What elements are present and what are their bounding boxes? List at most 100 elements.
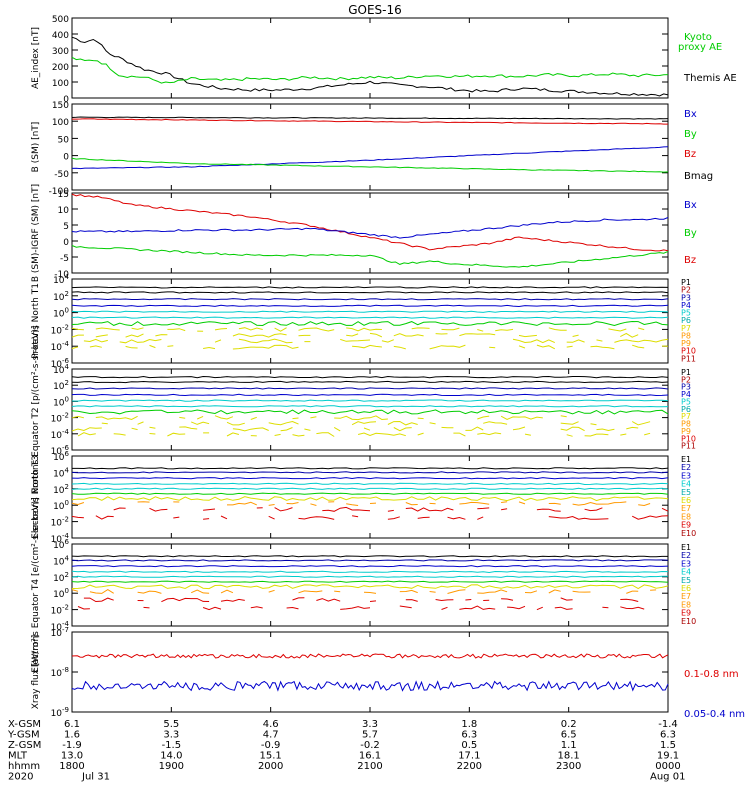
footer-value-0-2: -1.9: [62, 740, 82, 751]
level-line-5-1: [71, 471, 669, 474]
footer-value-6-4: 0000: [655, 761, 680, 772]
legend-E3-6: E3: [681, 559, 691, 568]
level-line-4-0: [71, 375, 669, 379]
legend-By-resid: By: [684, 228, 697, 239]
footer-value-2-3: 15.1: [260, 751, 282, 762]
level-line-5-6: [71, 496, 669, 502]
series-line-1-By: [71, 157, 669, 173]
level-line-3-7: [72, 328, 668, 332]
series-line-2-Bx: [71, 217, 669, 239]
legend-E1-5: E1: [681, 455, 691, 464]
level-line-3-3: [71, 304, 669, 308]
legend-Bmag: Bmag: [684, 171, 713, 182]
legend-P5-3: P5: [681, 309, 691, 318]
y-tick-label-3-5: 10-6: [51, 357, 70, 370]
level-line-6-9: [78, 606, 668, 610]
series-line-2-Bz: [71, 193, 669, 252]
level-line-6-8: [84, 598, 668, 602]
footer-row-label-0: X-GSM: [8, 719, 41, 730]
y-tick-label-2-1: 10: [58, 206, 70, 216]
legend-P7-4: P7: [681, 412, 691, 421]
series-line-1-Bz: [72, 118, 668, 125]
y-tick-label-5-1: 104: [53, 466, 69, 479]
footer-value-3-2: -0.2: [360, 740, 380, 751]
y-tick-label-6-5: 10-4: [51, 620, 70, 633]
y-tick-label-3-4: 10-4: [51, 340, 70, 353]
level-line-5-9: [71, 515, 669, 520]
footer-value-2-0: 4.6: [263, 719, 279, 730]
level-line-3-0: [71, 286, 669, 289]
legend-kyoto: Kyoto: [684, 32, 712, 43]
y-tick-label-7-2: 10-9: [51, 706, 69, 719]
y-tick-label-0-2: 300: [52, 47, 69, 57]
legend-E2-6: E2: [681, 551, 691, 560]
legend-P9-4: P9: [681, 427, 691, 436]
footer-value-3-4: 2100: [357, 761, 382, 772]
y-axis-label-1: B (SM) [nT]: [31, 122, 41, 173]
y-axis-label-7: Xray flux [W/m²]: [31, 635, 41, 709]
y-axis-label-3: Protons North T1: [31, 283, 41, 359]
y-tick-label-7-1: 10-8: [51, 666, 69, 679]
footer-row-label-3: MLT: [8, 751, 28, 762]
level-line-6-0: [71, 555, 668, 558]
level-line-4-10: [78, 433, 668, 437]
legend-Bx-resid: Bx: [684, 200, 697, 211]
legend-E4-6: E4: [681, 568, 691, 577]
panel-frame-3: [71, 278, 669, 364]
footer-value-0-5: Jul 31: [81, 772, 110, 783]
level-line-4-8: [102, 422, 668, 425]
level-line-3-10: [71, 344, 669, 350]
legend-E4-5: E4: [681, 480, 691, 489]
legend-E1-6: E1: [681, 543, 691, 552]
legend-E6-6: E6: [681, 584, 691, 593]
legend-P1-3: P1: [681, 278, 691, 287]
footer-value-2-1: 4.7: [263, 730, 279, 741]
level-line-5-7: [72, 502, 668, 506]
footer-row-label-1: Y-GSM: [7, 730, 40, 741]
y-axis-label-4: Protons Equator T2 [p/(cm²-s-sr-keV)]: [31, 326, 41, 494]
legend-E3-5: E3: [681, 471, 691, 480]
legend-E8-6: E8: [681, 600, 691, 609]
series-line-1-Bx: [71, 146, 669, 170]
y-tick-label-4-3: 10-2: [51, 412, 69, 425]
level-line-6-7: [72, 590, 668, 594]
legend-P4-4: P4: [681, 390, 691, 399]
level-line-5-4: [71, 487, 669, 490]
legend-E10-5: E10: [681, 529, 696, 538]
legend-P2-3: P2: [681, 286, 691, 295]
y-tick-label-0-3: 200: [52, 63, 69, 73]
footer-value-0-1: 1.6: [64, 730, 80, 741]
y-tick-label-0-4: 100: [52, 79, 69, 89]
legend-xray-short: 0.05-0.4 nm: [684, 709, 745, 720]
level-line-3-1: [71, 291, 669, 294]
y-tick-label-6-0: 106: [53, 538, 69, 551]
xray-line-1: [71, 680, 669, 692]
level-line-5-0: [72, 467, 669, 470]
legend-E2-5: E2: [681, 463, 691, 472]
y-tick-label-1-0: 150: [52, 101, 69, 111]
legend-E8-5: E8: [681, 512, 691, 521]
level-line-6-4: [71, 575, 669, 578]
y-tick-label-1-5: -100: [49, 187, 70, 197]
level-line-5-8: [113, 506, 669, 512]
footer-value-6-0: -1.4: [658, 719, 678, 730]
y-tick-label-2-2: 5: [63, 222, 69, 232]
legend-P3-4: P3: [681, 383, 691, 392]
y-tick-label-7-0: 10-7: [51, 626, 69, 639]
legend-P5-4: P5: [681, 397, 691, 406]
footer-value-0-0: 6.1: [64, 719, 80, 730]
legend-P11-3: P11: [681, 354, 696, 363]
y-tick-label-2-4: -5: [60, 254, 69, 264]
panel-frame-4: [71, 368, 669, 451]
y-tick-label-3-2: 100: [53, 307, 69, 320]
legend-P10-4: P10: [681, 434, 696, 443]
y-axis-label-0: AE_index [nT]: [31, 27, 41, 89]
level-line-5-5: [71, 492, 669, 495]
y-tick-label-5-3: 100: [53, 499, 69, 512]
y-tick-label-0-0: 500: [52, 15, 69, 25]
legend-P4-3: P4: [681, 301, 691, 310]
legend-E7-6: E7: [681, 592, 691, 601]
y-tick-label-2-0: 15: [58, 190, 69, 200]
level-line-4-1: [71, 380, 669, 384]
